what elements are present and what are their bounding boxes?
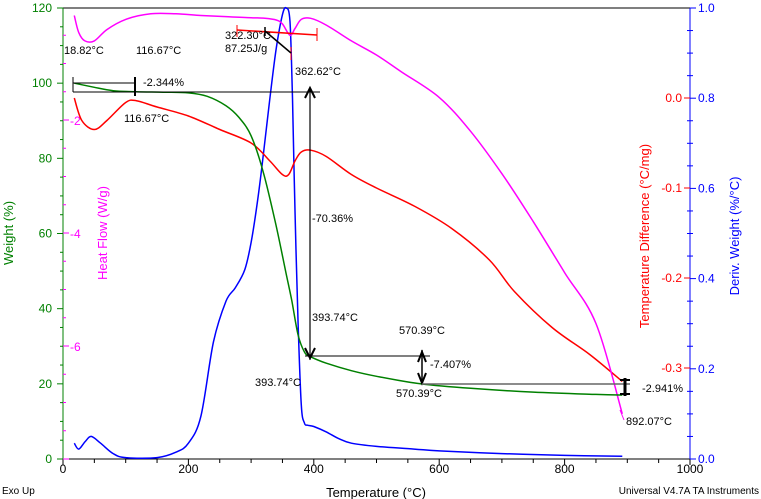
annotation-70-36: -70.36% <box>312 213 353 225</box>
annotation-2-941: -2.941% <box>642 383 683 395</box>
temperature-difference-line <box>73 97 623 383</box>
weight-tick-label: 100 <box>32 76 52 90</box>
weight-tick-label: 60 <box>39 227 53 241</box>
heat-flow-axis-title: Heat Flow (W/g) <box>95 186 110 280</box>
deriv-weight-tick-label: 0.6 <box>698 181 715 195</box>
weight-tick-label: 40 <box>39 302 53 316</box>
heat-flow-tick-label: -6 <box>70 340 81 354</box>
x-tick-label: 800 <box>555 462 575 476</box>
x-tick-label: 0 <box>60 462 67 476</box>
temp-diff-tick-label: -0.1 <box>661 181 682 195</box>
annotation-87-25: 87.25J/g <box>225 43 267 55</box>
annotation-7-407: -7.407% <box>430 359 471 371</box>
weight-tick-label: 20 <box>39 377 53 391</box>
x-tick-label: 400 <box>304 462 324 476</box>
annotation-322-30: 322.30°C <box>225 30 271 42</box>
step-7036-arrowhead-top <box>304 85 316 99</box>
heat-flow-tick-label: -2 <box>70 114 81 128</box>
instrument-label: Universal V4.7A TA Instruments <box>619 486 759 497</box>
weight-tick-label: 120 <box>32 1 52 15</box>
temp-diff-tick-label: -0.3 <box>661 361 682 375</box>
annotation-2-344: -2.344% <box>143 77 184 89</box>
deriv-weight-tick-label: 0.0 <box>698 452 715 466</box>
step-7407-arrowhead-top <box>417 349 427 363</box>
x-tick-label: 1000 <box>677 462 704 476</box>
temp-diff-tick-label: 0.0 <box>665 91 682 105</box>
annotation-dta-116-67: 116.67°C <box>124 113 169 125</box>
hf-onset-leader <box>264 30 292 54</box>
annotation-362-62: 362.62°C <box>295 66 341 78</box>
hf-892-leader <box>619 409 625 421</box>
annotation-upper-570-39: 570.39°C <box>399 325 445 337</box>
step-7407-arrowhead-bottom <box>417 372 427 386</box>
analysis-markers <box>72 25 630 421</box>
x-tick-label: 200 <box>178 462 198 476</box>
annotation-step-393-74: 393.74°C <box>312 312 358 324</box>
heat-flow-tick-label: -4 <box>70 227 81 241</box>
deriv-weight-line <box>73 6 623 459</box>
deriv-weight-tick-label: 0.4 <box>698 272 715 286</box>
weight-axis-title: Weight (%) <box>1 201 16 265</box>
annotation-hf-116-67: 116.67°C <box>136 45 181 57</box>
hf-baseline <box>236 29 318 36</box>
annotation-lower-393-74: 393.74°C <box>255 377 301 389</box>
temp-diff-axis-title: Temperature Difference (°C/mg) <box>637 144 652 328</box>
deriv-weight-tick-label: 1.0 <box>698 1 715 15</box>
annotation-892-07: 892.07°C <box>626 416 672 428</box>
deriv-weight-tick-label: 0.2 <box>698 362 715 376</box>
weight-tick-label: 80 <box>39 151 53 165</box>
annotation-lower-570-39: 570.39°C <box>396 388 442 400</box>
step-2941-mark <box>620 379 630 395</box>
deriv-weight-tick-label: 0.8 <box>698 91 715 105</box>
step-7036-arrowhead-bottom <box>304 347 316 361</box>
temp-diff-tick-label: -0.2 <box>661 271 682 285</box>
x-tick-label: 600 <box>429 462 449 476</box>
annotation-18-82: 18.82°C <box>64 45 104 57</box>
exo-up-label: Exo Up <box>2 486 35 497</box>
weight-line <box>74 82 623 396</box>
x-axis-title: Temperature (°C) <box>326 485 426 499</box>
deriv-weight-axis-title: Deriv. Weight (%/°C) <box>727 177 742 296</box>
weight-tick-label: 0 <box>45 452 52 466</box>
heat-flow-line <box>73 12 624 415</box>
